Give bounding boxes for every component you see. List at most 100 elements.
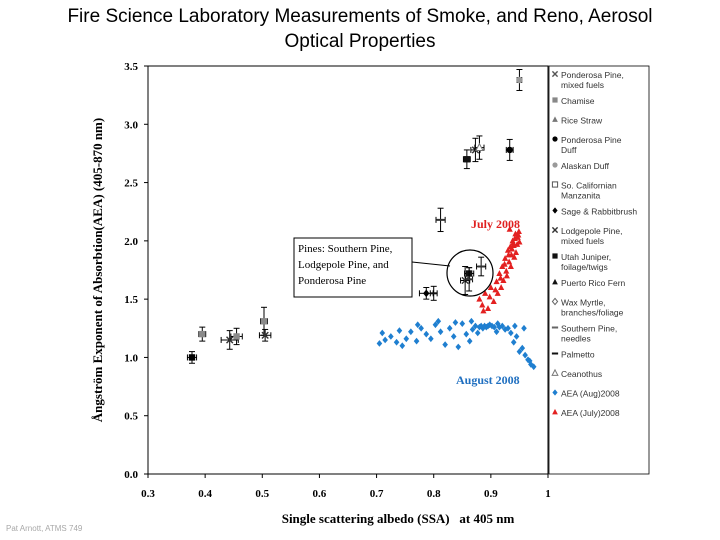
legend-item: Lodgepole Pine,mixed fuels bbox=[551, 226, 622, 246]
july-2008-point bbox=[493, 278, 500, 285]
august-2008-point bbox=[493, 328, 500, 336]
legend-label: Alaskan Duff bbox=[561, 161, 610, 171]
august-2008-point bbox=[414, 321, 421, 329]
july-2008-point bbox=[503, 272, 510, 279]
pines-callout: Pines: Southern Pine, Lodgepole Pine, an… bbox=[293, 237, 494, 298]
july-2008-point bbox=[492, 286, 499, 293]
legend-label: Ponderosa Pine, bbox=[561, 70, 624, 80]
july-2008-point bbox=[490, 298, 497, 304]
august-2008-point bbox=[379, 329, 386, 337]
lab-point-marker bbox=[233, 333, 240, 340]
legend-marker bbox=[551, 368, 559, 376]
august-2008-point bbox=[466, 337, 473, 345]
y-tick-label: 1.0 bbox=[124, 352, 138, 364]
legend-label: Ceanothus bbox=[561, 369, 602, 379]
legend-marker bbox=[551, 70, 559, 78]
august-2008-point bbox=[376, 340, 383, 347]
lab-point-marker bbox=[260, 318, 268, 325]
august-2008-point bbox=[499, 322, 506, 330]
july-2008-point bbox=[500, 277, 507, 284]
x-axis-label: Single scattering albedo (SSA) at 405 nm bbox=[282, 511, 515, 526]
lab-point-marker bbox=[199, 330, 206, 338]
legend-marker bbox=[552, 97, 558, 103]
august-2008-point bbox=[403, 335, 410, 343]
legend-item: Sage & Rabbitbrush bbox=[552, 207, 637, 217]
august-2008-point bbox=[418, 324, 424, 332]
july-2008-point bbox=[501, 260, 508, 267]
july-2008-point bbox=[487, 284, 494, 291]
august-2008-point bbox=[408, 328, 414, 336]
lab-point bbox=[505, 138, 514, 161]
slide-title-line-1: Fire Science Laboratory Measurements of … bbox=[67, 6, 653, 27]
august-2008-point bbox=[413, 337, 420, 345]
y-axis-label: Ångström Exponent of Absorbtion(AEA) (40… bbox=[90, 118, 105, 422]
july-2008-point bbox=[480, 307, 487, 314]
july-2008-point bbox=[511, 253, 518, 260]
data-marks bbox=[186, 68, 537, 371]
august-2008-point bbox=[491, 323, 498, 331]
july-2008-point bbox=[512, 230, 519, 237]
legend-label: Chamise bbox=[561, 96, 595, 106]
august-2008-point bbox=[399, 342, 406, 350]
july-2008-annotation: July 2008 bbox=[471, 217, 520, 231]
legend-label: AEA (Aug)2008 bbox=[561, 389, 620, 399]
august-2008-point bbox=[382, 336, 388, 344]
august-2008-point bbox=[469, 326, 476, 333]
july-2008-point bbox=[514, 234, 521, 240]
x-tick-label: 0.8 bbox=[427, 488, 441, 500]
july-2008-point bbox=[476, 295, 483, 302]
legend-label: Manzanita bbox=[561, 191, 600, 201]
lab-point bbox=[429, 285, 438, 301]
legend-item: Ponderosa Pine,mixed fuels bbox=[551, 70, 624, 90]
august-2008-point bbox=[455, 343, 462, 351]
july-2008-point bbox=[512, 249, 520, 256]
legend-label: foilage/twigs bbox=[561, 262, 608, 272]
legend-marker bbox=[552, 207, 558, 214]
legend-label: Puerto Rico Fern bbox=[561, 278, 626, 288]
lab-point bbox=[258, 328, 272, 342]
slide-title: Fire Science Laboratory Measurements of … bbox=[0, 4, 720, 54]
august-2008-point bbox=[459, 320, 466, 327]
august-2008-point bbox=[396, 327, 403, 334]
august-2008-point bbox=[474, 329, 481, 337]
legend-marker bbox=[552, 116, 558, 122]
lab-point-marker bbox=[226, 336, 234, 344]
x-tick-label: 0.9 bbox=[484, 488, 498, 500]
august-2008-point bbox=[478, 322, 484, 330]
lab-point bbox=[462, 149, 471, 170]
lab-point-marker bbox=[516, 76, 523, 84]
august-2008-point bbox=[450, 333, 457, 340]
july-2008-point bbox=[506, 258, 513, 265]
axis-ticks: 0.0 0.5 1.0 1.5 2.0 2.5 3.0 3.5 0.3 0.4 0.5 0.6 0.7 0… bbox=[124, 61, 551, 500]
august-2008-point bbox=[494, 320, 501, 327]
august-2008-point bbox=[526, 357, 533, 365]
legend-item: AEA (July)2008 bbox=[552, 408, 620, 418]
july-2008-point bbox=[510, 239, 517, 246]
july-2008-point bbox=[496, 270, 503, 277]
y-tick-label: 3.5 bbox=[124, 61, 138, 73]
legend-item: Ceanothus bbox=[551, 368, 602, 379]
july-2008-point bbox=[502, 254, 509, 261]
lab-point bbox=[186, 351, 198, 364]
legend-item: Palmetto bbox=[551, 350, 595, 360]
legend-marker bbox=[551, 226, 559, 234]
x-tick-label: 1 bbox=[545, 488, 551, 500]
july-2008-point bbox=[498, 284, 505, 291]
legend-label: Wax Myrtle, bbox=[561, 298, 606, 308]
lab-point bbox=[465, 267, 474, 292]
y-tick-label: 2.5 bbox=[124, 178, 138, 190]
august-2008-point bbox=[446, 324, 453, 332]
legend-marker bbox=[552, 162, 558, 168]
x-tick-label: 0.7 bbox=[370, 488, 384, 500]
july-2008-point bbox=[516, 238, 523, 245]
august-2008-point bbox=[489, 322, 495, 330]
august-2008-point bbox=[516, 348, 523, 355]
august-2008-point bbox=[388, 333, 394, 340]
legend-marker bbox=[551, 297, 559, 306]
legend-label: Utah Juniper, bbox=[561, 252, 611, 262]
august-2008-annotation: August 2008 bbox=[456, 373, 520, 387]
x-tick-label: 0.3 bbox=[141, 488, 155, 500]
legend-label: Sage & Rabbitbrush bbox=[561, 207, 637, 217]
x-tick-label: 0.6 bbox=[313, 488, 327, 500]
